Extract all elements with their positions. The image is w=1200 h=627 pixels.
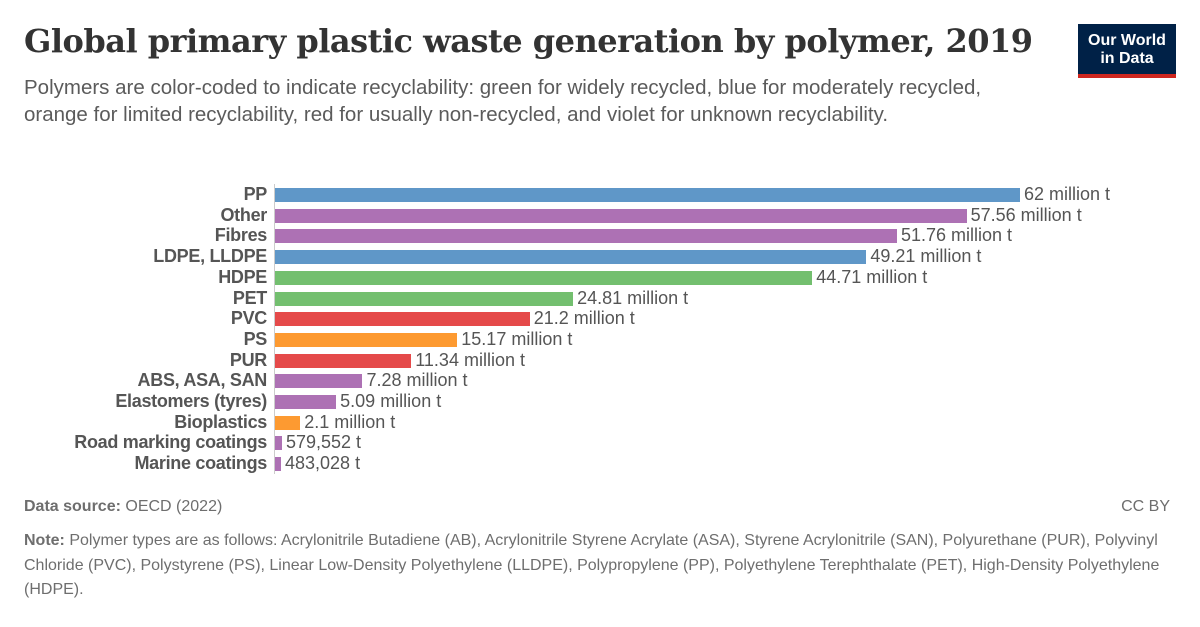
bar-row[interactable]: PET 24.81 million t	[0, 288, 1200, 309]
category-label: Other	[220, 204, 267, 225]
bar-row[interactable]: PS 15.17 million t	[0, 329, 1200, 350]
category-label: Marine coatings	[134, 453, 267, 474]
license-link[interactable]: CC BY	[1121, 498, 1170, 515]
bar[interactable]	[275, 208, 967, 223]
value-label: 15.17 million t	[461, 328, 573, 349]
bar[interactable]	[275, 457, 281, 472]
bar-row[interactable]: Bioplastics 2.1 million t	[0, 412, 1200, 433]
chart-subtitle: Polymers are color-coded to indicate rec…	[24, 76, 982, 126]
category-label: Elastomers (tyres)	[115, 391, 267, 411]
bar-row[interactable]: Marine coatings 483,028 t	[0, 453, 1200, 474]
logo-line-2: in Data	[1100, 50, 1154, 67]
category-label: Bioplastics	[174, 411, 267, 432]
value-label: 7.28 million t	[366, 370, 468, 391]
category-label: Fibres	[214, 225, 268, 246]
category-label: PS	[243, 328, 268, 349]
category-label: LDPE, LLDPE	[153, 246, 267, 267]
logo-line-1: Our World	[1088, 32, 1166, 49]
bar-row[interactable]: LDPE, LLDPE 49.21 million t	[0, 246, 1200, 267]
value-label: 57.56 million t	[970, 204, 1082, 225]
bar-row[interactable]: Other 57.56 million t	[0, 205, 1200, 226]
source-label: Data source:	[24, 498, 121, 515]
value-label: 21.2 million t	[533, 308, 635, 329]
value-label: 62 million t	[1024, 184, 1111, 204]
value-label: 49.21 million t	[870, 246, 982, 267]
data-source: Data source: OECD (2022)	[24, 498, 222, 516]
bar-row[interactable]: PP 62 million t	[0, 184, 1200, 205]
logo-accent-bar	[1078, 74, 1176, 78]
bar-row[interactable]: Road marking coatings 579,552 t	[0, 432, 1200, 453]
category-label: PUR	[229, 349, 267, 370]
bar[interactable]	[275, 374, 363, 389]
value-label: 11.34 million t	[415, 349, 525, 370]
bar[interactable]	[275, 312, 530, 327]
bar[interactable]	[275, 291, 574, 306]
chart-note: Note: Polymer types are as follows: Acry…	[24, 529, 1174, 603]
bar[interactable]	[275, 250, 867, 265]
bar-row[interactable]: HDPE 44.71 million t	[0, 267, 1200, 288]
value-label: 51.76 million t	[900, 225, 1013, 246]
category-label: PP	[243, 184, 268, 204]
category-label: HDPE	[218, 266, 267, 287]
bar[interactable]	[275, 229, 897, 244]
bar-chart: PP 62 million t Other 57.56 million t Fibres…	[0, 180, 1200, 480]
value-label: 44.71 million t	[816, 266, 928, 287]
bar[interactable]	[275, 270, 813, 285]
bar[interactable]	[275, 188, 1020, 202]
bar[interactable]	[275, 353, 412, 368]
y-axis-line	[274, 184, 275, 474]
category-label: PET	[232, 287, 267, 308]
value-label: 5.09 million t	[340, 391, 442, 411]
category-label: Road marking coatings	[74, 432, 267, 453]
value-label: 24.81 million t	[577, 287, 689, 308]
value-label: 579,552 t	[285, 432, 362, 453]
bar-row[interactable]: Fibres 51.76 million t	[0, 225, 1200, 246]
category-label: ABS, ASA, SAN	[137, 370, 268, 391]
bar[interactable]	[275, 436, 282, 451]
bar-row[interactable]: Elastomers (tyres) 5.09 million t	[0, 391, 1200, 412]
source-link[interactable]: OECD (2022)	[125, 498, 223, 515]
owid-logo[interactable]: Our World in Data	[1078, 24, 1176, 78]
bar[interactable]	[275, 415, 301, 430]
chart-title: Global primary plastic waste generation …	[24, 22, 1033, 60]
bar-row[interactable]: ABS, ASA, SAN 7.28 million t	[0, 370, 1200, 391]
bar-row[interactable]: PVC 21.2 million t	[0, 308, 1200, 329]
bar[interactable]	[275, 332, 458, 347]
note-text: Polymer types are as follows: Acrylonitr…	[24, 532, 1160, 598]
category-label: PVC	[230, 308, 267, 329]
value-label: 2.1 million t	[304, 411, 396, 432]
bar-row[interactable]: PUR 11.34 million t	[0, 350, 1200, 371]
note-label: Note:	[24, 532, 65, 549]
bar[interactable]	[275, 395, 337, 409]
value-label: 483,028 t	[285, 453, 361, 474]
